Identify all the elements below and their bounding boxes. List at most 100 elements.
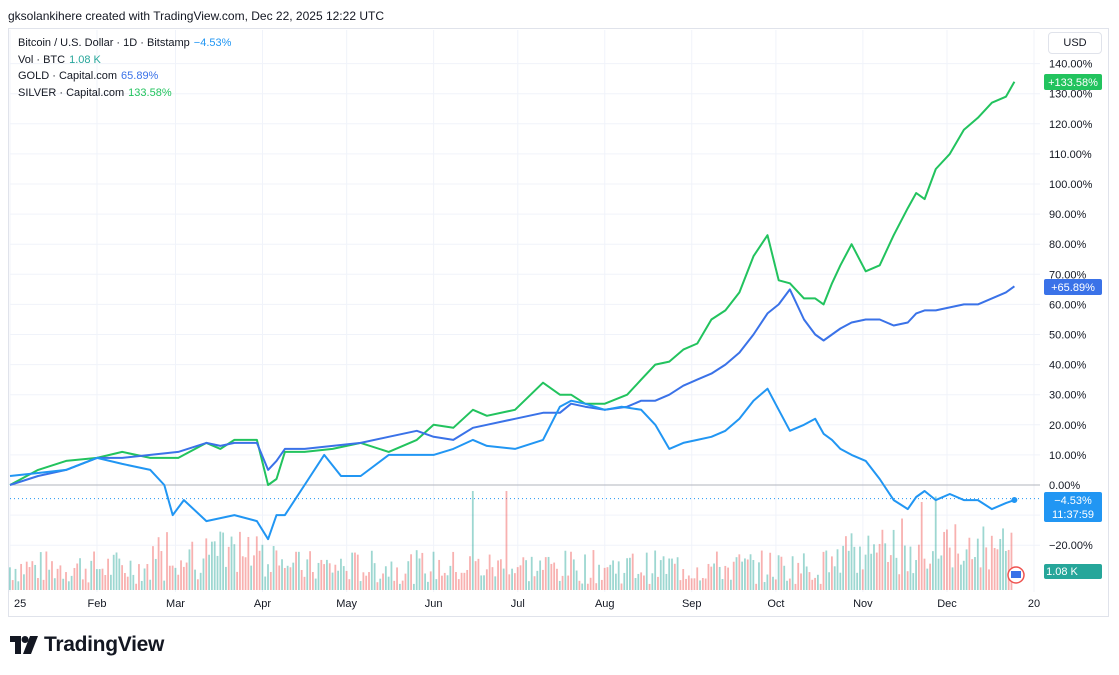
y-tick-label: 60.00% bbox=[1049, 299, 1087, 311]
volume-bar bbox=[59, 565, 62, 590]
volume-bar bbox=[951, 567, 954, 590]
volume-bar bbox=[864, 554, 867, 590]
volume-bar bbox=[393, 580, 396, 590]
volume-bar bbox=[1002, 528, 1004, 590]
y-tick-label: 140.00% bbox=[1049, 59, 1093, 71]
volume-bar bbox=[873, 544, 875, 590]
volume-bar bbox=[533, 576, 536, 590]
volume-bar bbox=[553, 562, 556, 590]
volume-bar bbox=[600, 579, 603, 590]
volume-bar bbox=[592, 550, 595, 590]
volume-bar bbox=[570, 551, 572, 590]
legend-row-vol[interactable]: Vol · BTC 1.08 K bbox=[18, 52, 231, 69]
volume-bar bbox=[421, 552, 424, 590]
volume-bar bbox=[348, 579, 351, 590]
volume-bar bbox=[547, 556, 550, 590]
volume-bar bbox=[45, 551, 48, 590]
volume-bar bbox=[20, 563, 23, 590]
volume-bar bbox=[67, 581, 70, 590]
y-tick-label: 10.00% bbox=[1049, 450, 1087, 462]
volume-bar bbox=[741, 561, 744, 590]
volume-bar bbox=[376, 582, 379, 590]
volume-bar bbox=[943, 531, 946, 590]
volume-bar bbox=[643, 575, 645, 590]
volume-bar bbox=[833, 566, 836, 590]
volume-bar bbox=[926, 568, 929, 590]
volume-bar bbox=[620, 583, 623, 590]
volume-bar bbox=[915, 560, 917, 590]
volume-bar bbox=[390, 561, 393, 590]
volume-bar bbox=[881, 529, 884, 590]
volume-bar bbox=[480, 575, 483, 590]
volume-bar bbox=[412, 583, 415, 590]
volume-bar bbox=[31, 561, 34, 590]
volume-bar bbox=[314, 578, 317, 590]
volume-bar bbox=[163, 580, 166, 590]
legend-row-silver[interactable]: SILVER · Capital.com 133.58% bbox=[18, 85, 231, 102]
volume-bar bbox=[730, 579, 732, 590]
y-tick-label: 90.00% bbox=[1049, 209, 1087, 221]
volume-bar bbox=[73, 567, 76, 590]
volume-bar bbox=[513, 573, 516, 590]
volume-bar bbox=[685, 578, 687, 590]
volume-bar bbox=[954, 524, 957, 590]
volume-bar bbox=[171, 565, 174, 590]
volume-bar bbox=[485, 569, 488, 590]
volume-bar bbox=[558, 580, 561, 590]
volume-bar bbox=[847, 550, 850, 590]
volume-bar bbox=[457, 579, 460, 590]
volume-bar bbox=[303, 576, 306, 590]
tradingview-logo-text: TradingView bbox=[44, 633, 165, 656]
volume-bar bbox=[999, 538, 1002, 590]
volume-bar bbox=[107, 558, 109, 590]
volume-bar bbox=[210, 541, 213, 590]
volume-bar bbox=[561, 575, 564, 590]
volume-bar bbox=[676, 557, 679, 590]
legend-row-btc[interactable]: Bitcoin / U.S. Dollar · 1D · Bitstamp −4.… bbox=[18, 35, 231, 52]
tradingview-logo[interactable]: TradingView bbox=[10, 633, 164, 657]
x-tick-label: Apr bbox=[254, 598, 271, 610]
volume-bar bbox=[957, 553, 960, 590]
volume-bar bbox=[522, 557, 525, 590]
volume-bar bbox=[135, 583, 138, 590]
volume-bar bbox=[917, 544, 920, 590]
volume-bar bbox=[362, 572, 365, 590]
volume-bar bbox=[626, 558, 629, 590]
volume-bar bbox=[65, 572, 67, 590]
volume-bar bbox=[637, 573, 640, 590]
volume-bar bbox=[42, 579, 45, 590]
badge-gold-bg bbox=[1044, 279, 1102, 295]
volume-bar bbox=[306, 559, 309, 590]
volume-bar bbox=[525, 560, 528, 590]
volume-bar bbox=[895, 557, 898, 590]
volume-bar bbox=[491, 567, 494, 590]
volume-bar bbox=[564, 550, 567, 590]
chart-credit: gksolankihere created with TradingView.c… bbox=[8, 9, 384, 23]
volume-bar bbox=[707, 563, 710, 590]
volume-bar bbox=[979, 567, 982, 590]
volume-bar bbox=[971, 559, 974, 590]
volume-bar bbox=[645, 552, 648, 590]
volume-bar bbox=[693, 578, 696, 590]
volume-bar bbox=[968, 537, 971, 590]
x-tick-label: 20 bbox=[1028, 598, 1040, 610]
legend-row-gold[interactable]: GOLD · Capital.com 65.89% bbox=[18, 68, 231, 85]
volume-bar bbox=[267, 564, 269, 590]
volume-bar bbox=[659, 560, 662, 590]
volume-bar bbox=[516, 567, 519, 590]
volume-bar bbox=[292, 562, 295, 590]
volume-bar bbox=[269, 571, 272, 590]
volume-bar bbox=[912, 573, 915, 590]
currency-selector[interactable]: USD bbox=[1048, 32, 1102, 54]
x-tick-label: Mar bbox=[166, 598, 185, 610]
volume-bar bbox=[351, 552, 354, 590]
volume-bar bbox=[401, 580, 404, 590]
volume-bar bbox=[225, 566, 227, 590]
volume-bar bbox=[811, 579, 814, 590]
volume-bar bbox=[247, 536, 250, 590]
volume-bar bbox=[617, 561, 620, 590]
volume-bar bbox=[112, 554, 115, 590]
volume-bar bbox=[424, 573, 427, 590]
volume-bar bbox=[90, 560, 93, 590]
